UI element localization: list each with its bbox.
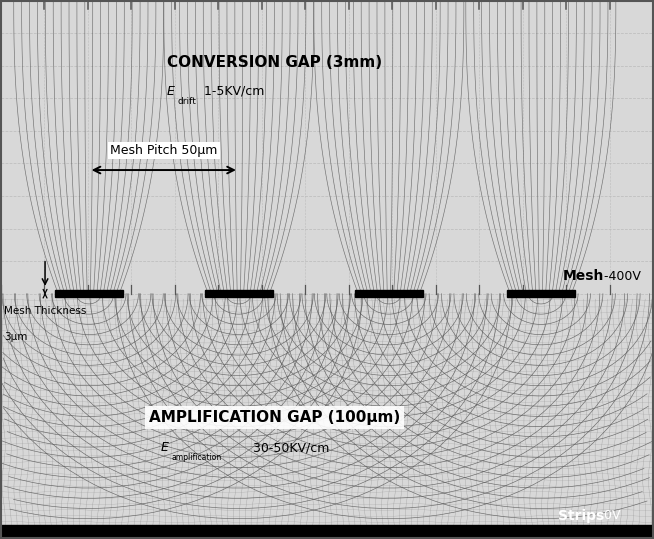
Text: -400V: -400V	[596, 270, 640, 283]
Bar	[507, 290, 575, 298]
Text: 0V: 0V	[596, 509, 621, 522]
Text: drift: drift	[177, 97, 196, 106]
Text: Mesh Thickness: Mesh Thickness	[4, 306, 86, 315]
Bar	[205, 290, 273, 298]
Text: 1-5KV/cm: 1-5KV/cm	[199, 85, 264, 98]
Bar	[355, 290, 422, 298]
Text: AMPLIFICATION GAP (100μm): AMPLIFICATION GAP (100μm)	[149, 410, 400, 425]
Text: CONVERSION GAP (3mm): CONVERSION GAP (3mm)	[167, 55, 382, 70]
Bar	[55, 290, 123, 298]
Text: Mesh: Mesh	[563, 270, 604, 284]
Text: Mesh Pitch 50μm: Mesh Pitch 50μm	[110, 144, 218, 157]
Text: E: E	[160, 441, 168, 454]
Text: Strips: Strips	[559, 509, 605, 523]
Bar	[1, 526, 653, 538]
Text: E: E	[167, 85, 175, 98]
Text: amplification: amplification	[171, 453, 222, 462]
Text: 30-50KV/cm: 30-50KV/cm	[245, 441, 330, 454]
Text: 3μm: 3μm	[4, 333, 27, 342]
